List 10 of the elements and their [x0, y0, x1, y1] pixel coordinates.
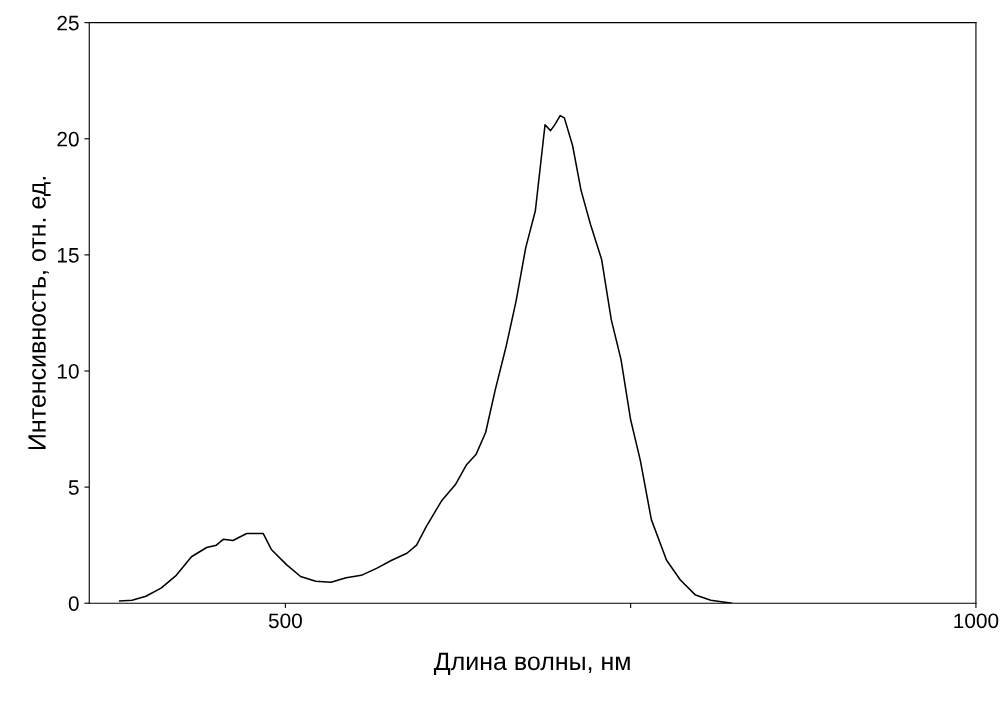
x-tick-label: 500	[268, 613, 302, 629]
x-axis-title: Длина волны, нм	[433, 652, 630, 675]
y-tick-label: 20	[57, 131, 79, 147]
x-tick-label: 1000	[954, 613, 999, 629]
y-tick-label: 5	[68, 480, 79, 495]
y-tick-label: 0	[68, 596, 79, 611]
y-tick-label: 10	[57, 363, 79, 379]
y-tick-label: 15	[57, 248, 79, 263]
y-tick-label: 25	[57, 15, 79, 31]
y-axis-title: Интенсивность, отн. ед.	[28, 177, 51, 450]
